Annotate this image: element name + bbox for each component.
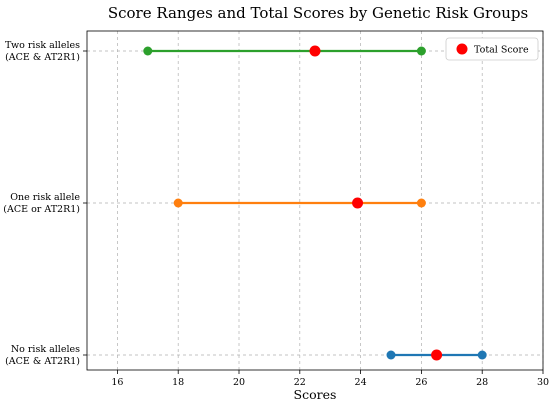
x-tick-label: 30	[537, 377, 549, 388]
y-category-label: No risk alleles	[11, 344, 80, 355]
legend-marker-total-score	[456, 43, 468, 55]
legend-label-total-score: Total Score	[474, 45, 529, 56]
y-axis-ticks: No risk alleles(ACE & AT2R1)One risk all…	[3, 40, 87, 367]
x-tick-label: 22	[294, 377, 306, 388]
range-min-point	[143, 46, 153, 56]
x-tick-label: 26	[415, 377, 427, 388]
range-max-point	[477, 350, 487, 360]
y-category-label: (ACE & AT2R1)	[5, 52, 80, 63]
y-category-label: (ACE or AT2R1)	[3, 204, 80, 215]
plot-frame	[86, 30, 544, 371]
x-axis-ticks: 16 18 20 22 24 26 28 30	[111, 370, 549, 388]
total-score-point	[309, 45, 321, 57]
x-tick-label: 20	[233, 377, 245, 388]
range-min-point	[173, 198, 183, 208]
grid	[87, 31, 544, 370]
x-tick-label: 18	[172, 377, 184, 388]
x-tick-label: 24	[355, 377, 367, 388]
chart-title: Score Ranges and Total Scores by Genetic…	[108, 4, 528, 22]
y-category-label: One risk allele	[10, 192, 80, 203]
y-category-label: Two risk alleles	[5, 40, 80, 51]
range-max-point	[416, 198, 426, 208]
total-score-point	[352, 197, 364, 209]
total-score-point	[431, 349, 443, 361]
x-tick-label: 16	[111, 377, 123, 388]
y-category-label: (ACE & AT2R1)	[5, 356, 80, 367]
range-min-point	[386, 350, 396, 360]
score-ranges	[143, 45, 487, 361]
x-axis-label: Scores	[294, 387, 337, 402]
x-tick-label: 28	[476, 377, 488, 388]
range-max-point	[416, 46, 426, 56]
legend-box	[445, 37, 539, 61]
legend: Total Score	[445, 37, 539, 61]
